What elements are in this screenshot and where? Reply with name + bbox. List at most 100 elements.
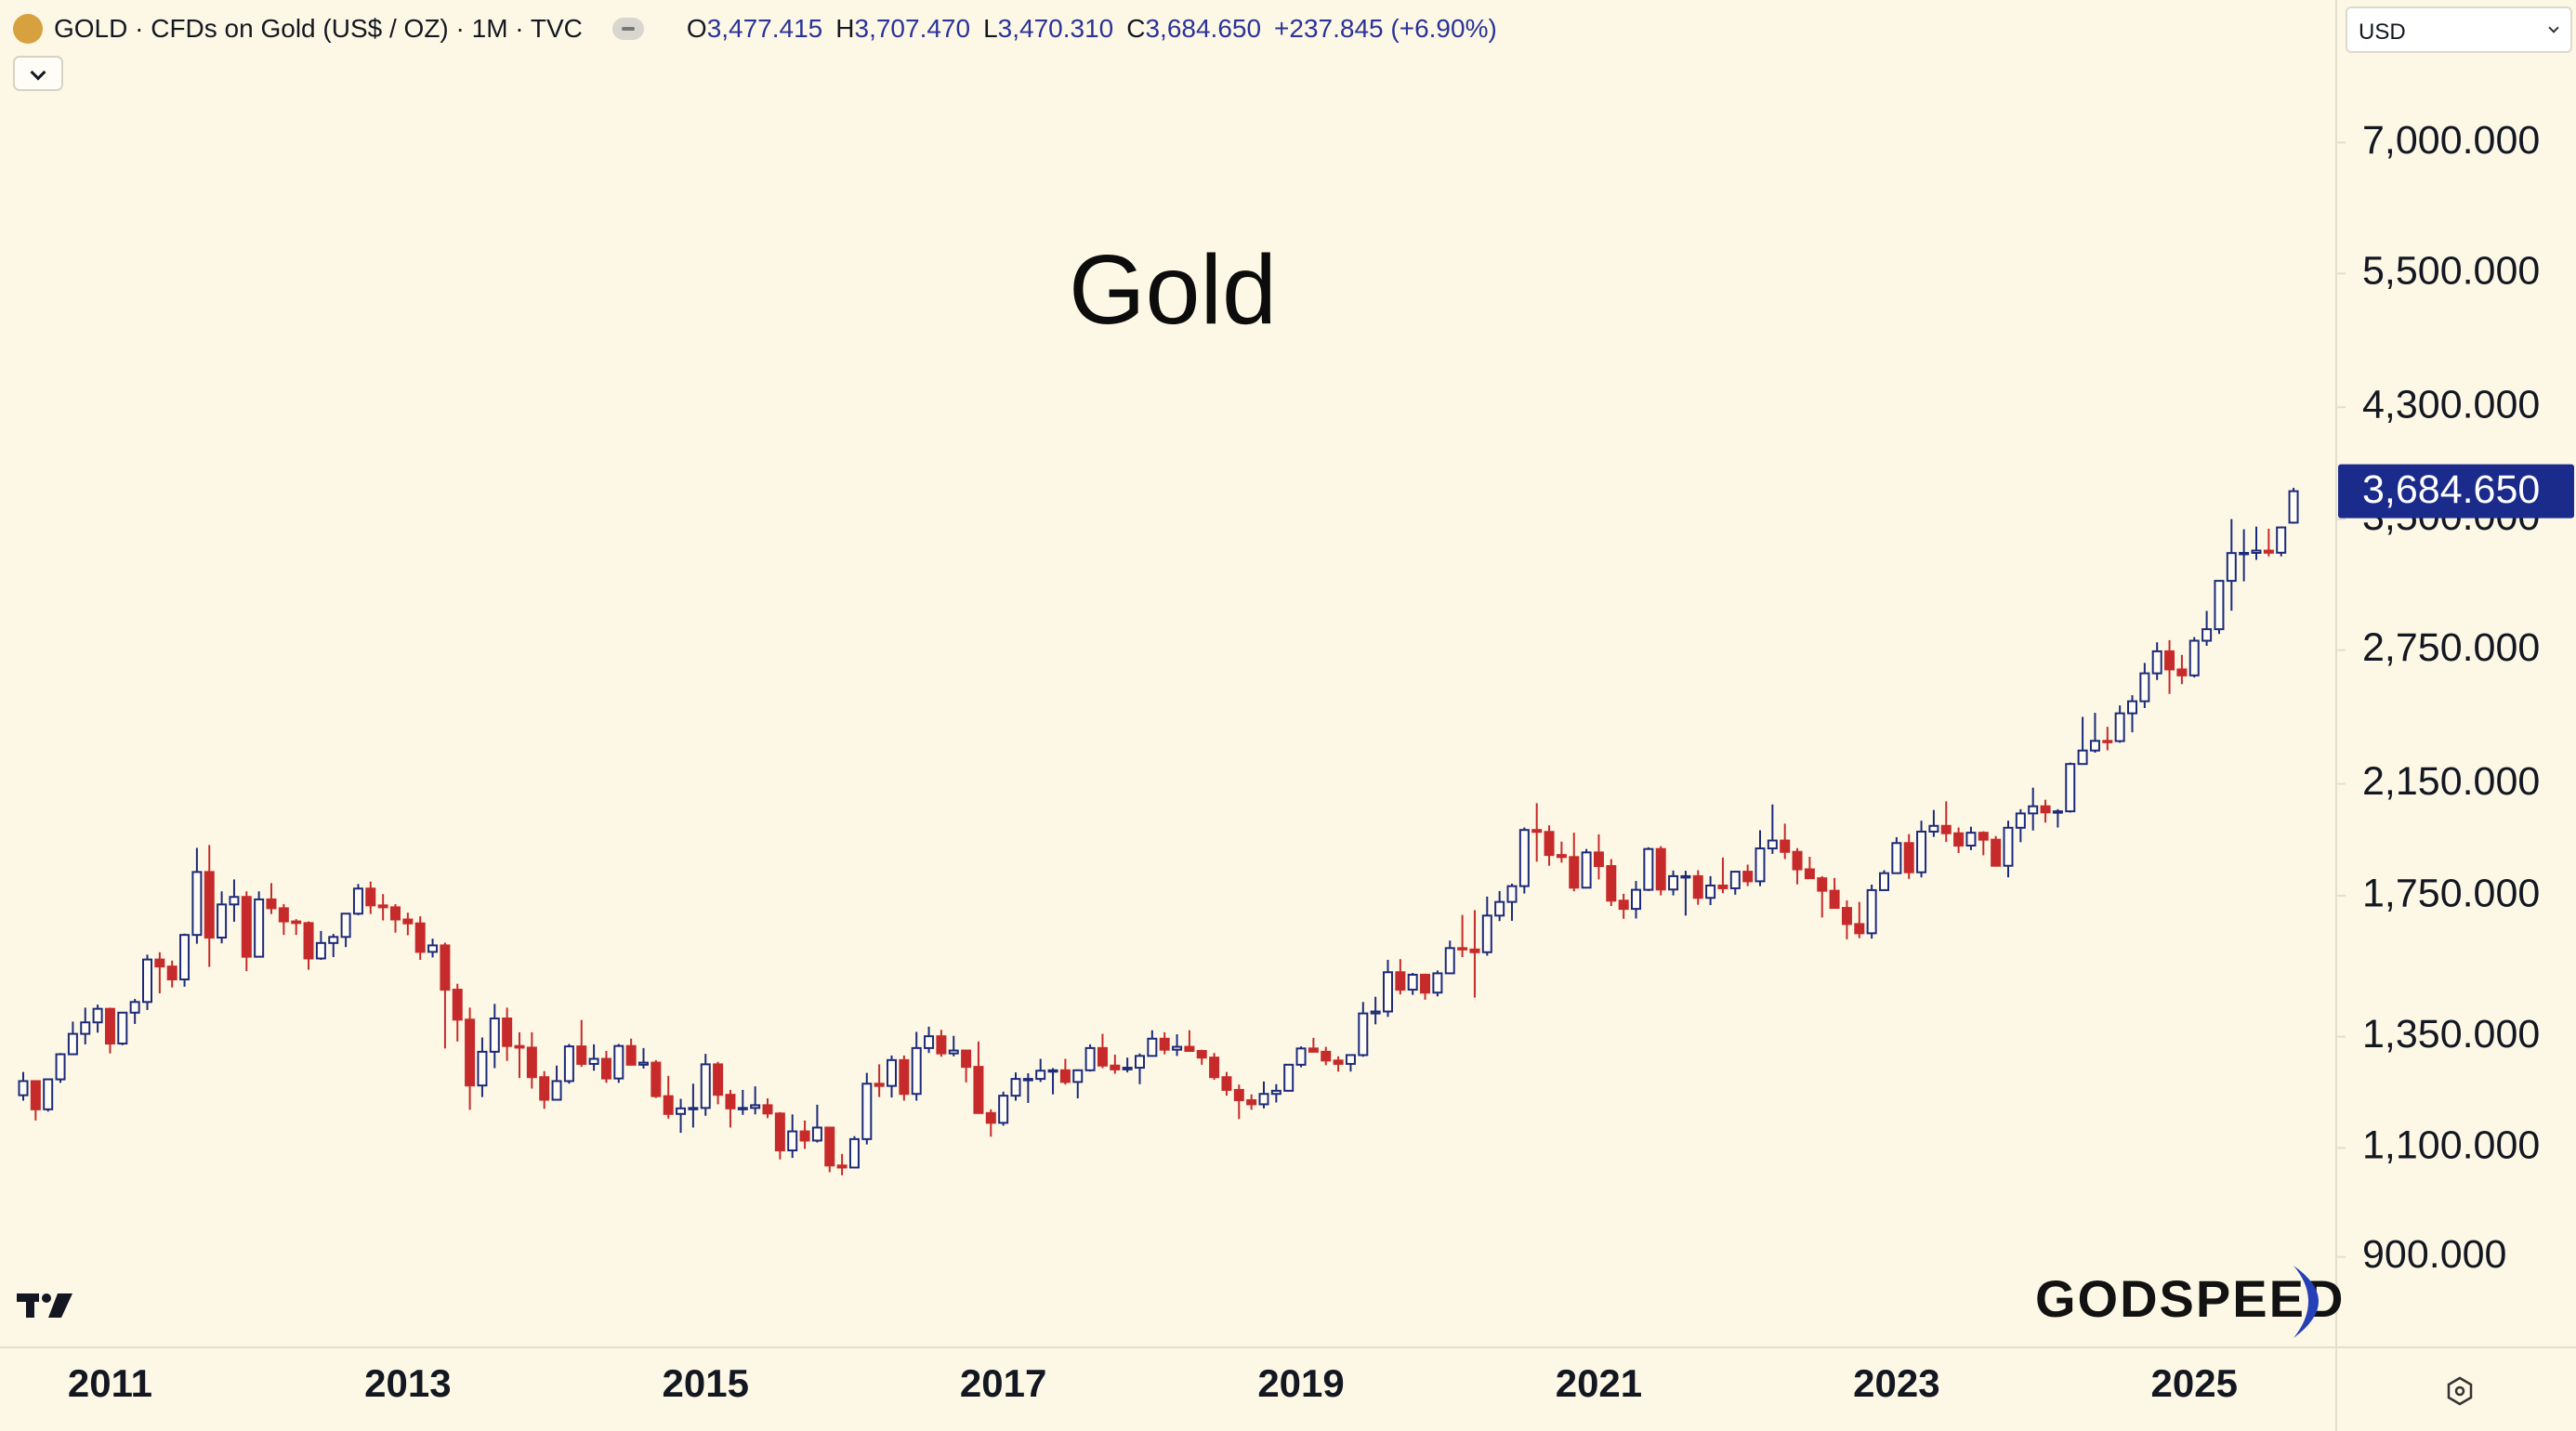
x-tick-label: 2013 [364,1361,451,1405]
candle-body [377,904,388,909]
collapse-button[interactable] [13,56,63,91]
chart-title: Gold [1069,235,1277,345]
candle-body [936,1035,947,1055]
candle-body [1308,1047,1319,1053]
candle-body [2201,628,2213,642]
candle-body [1022,1078,1033,1082]
candle-body [700,1063,711,1109]
candle-body [1940,824,1952,834]
candle-body [1159,1037,1170,1051]
toggle-pill[interactable] [611,18,644,40]
candle-body [2040,805,2051,814]
candle-body [1358,1012,1369,1057]
ohlc-label: L [983,14,998,43]
y-tick-label: 5,500.000 [2362,249,2540,294]
candle-body [18,1080,29,1096]
candle-body [92,1007,103,1024]
candle-body [526,1046,537,1079]
candle-body [1953,832,1965,847]
candle-body [1618,899,1629,911]
candle-body [1444,947,1455,975]
candle-body [539,1076,550,1101]
candle-body [2176,668,2188,676]
candle-body [55,1053,66,1081]
currency-select[interactable]: USD [2346,7,2572,53]
candle-body [452,989,463,1021]
candle-body [1991,838,2002,867]
candle-body [1767,839,1778,850]
candle-body [1383,971,1393,1013]
x-tick-label: 2025 [2151,1361,2238,1405]
ohlc-label: H [835,14,855,43]
candle-body [414,922,426,953]
candle-body [1755,847,1766,883]
candle-body [1345,1054,1356,1065]
candle-body [1792,850,1803,871]
candle-body [2214,580,2225,631]
symbol-header: GOLD · CFDs on Gold (US$ / OZ) · 1M · TV… [13,9,1497,48]
candle-body [1209,1057,1220,1079]
candle-body [489,1017,500,1053]
candle-body [440,944,451,991]
candle-body [1643,847,1654,891]
candle-body [129,1001,140,1014]
tradingview-logo [17,1293,72,1318]
candle-body [1717,884,1728,889]
candle-body [2188,639,2200,676]
candle-body [1879,872,1889,891]
candle-body [836,1164,848,1169]
candle-body [365,887,376,907]
x-tick-label: 2023 [1853,1361,1939,1405]
candle-body [2089,740,2100,752]
candle-body [973,1066,984,1114]
change: +237.845 (+6.90%) [1274,14,1497,43]
candle-body [663,1095,674,1115]
candle-body [1481,914,1492,953]
candle-body [551,1080,562,1101]
candle-body [2226,552,2237,583]
y-tick-label: 1,350.000 [2362,1012,2540,1057]
candle-body [1668,874,1679,891]
candle-body [1407,973,1418,991]
candle-body [1780,839,1791,853]
x-tick-label: 2011 [68,1361,152,1405]
candle-body [278,907,289,923]
candle-body [1928,824,1939,833]
candle-body [1420,973,1431,994]
candle-body [1804,868,1815,880]
symbol-name[interactable]: GOLD · CFDs on Gold (US$ / OZ) · 1M · TV… [54,14,583,43]
candle-body [254,898,265,958]
candle-body [924,1035,935,1049]
candle-body [43,1078,54,1110]
candle-body [1047,1069,1058,1073]
ohlc-value: 3,470.310 [997,14,1114,43]
watermark-arc [2293,1266,2319,1338]
candle-body [142,958,152,1004]
candle-body [1172,1045,1183,1051]
candle-body [1742,871,1754,883]
candle-body [241,896,252,958]
candle-body [1680,874,1691,879]
candle-body [1246,1099,1257,1106]
candle-body [1729,871,1741,889]
candle-body [266,898,277,910]
candle-body [1916,830,1927,873]
settings-icon[interactable] [2447,1376,2473,1406]
candle-body [1581,851,1592,889]
candle-body [1556,854,1567,859]
candle-body [2127,700,2137,715]
candle-body [1606,865,1617,902]
candle-body [352,887,363,915]
candle-body [2276,526,2287,554]
ohlc-value: 3,684.650 [1145,14,1262,43]
y-tick-label: 900.000 [2362,1232,2506,1277]
last-price-tag [2338,464,2574,519]
candle-body [1593,851,1604,868]
candle-body [625,1044,637,1066]
candle-body [874,1083,885,1087]
candle-body [899,1058,910,1096]
candle-body [1432,972,1443,994]
candle-body [1221,1076,1232,1091]
symbol-icon [13,14,43,44]
candle-body [179,934,191,981]
